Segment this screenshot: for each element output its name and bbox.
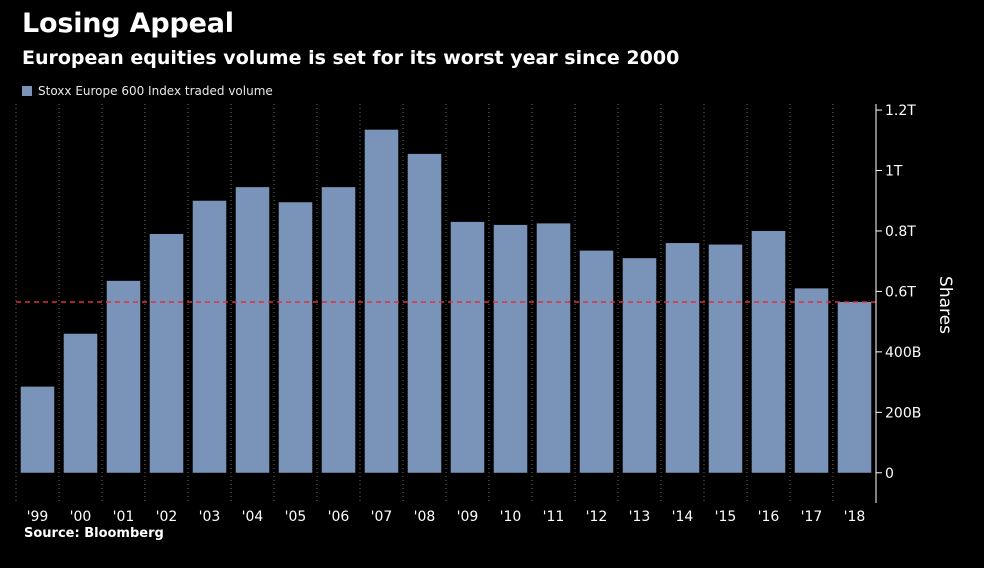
x-tick-label: '08 [414, 509, 436, 525]
bar [708, 244, 743, 473]
bar [751, 230, 786, 473]
y-tick-label: 0.8T [885, 224, 916, 240]
x-tick-label: '15 [715, 509, 737, 525]
bar [837, 301, 872, 473]
x-tick-label: '99 [27, 509, 49, 525]
x-tick-label: '09 [457, 509, 479, 525]
source-note: Source: Bloomberg [24, 526, 164, 541]
x-tick-label: '10 [500, 509, 522, 525]
bar [278, 202, 313, 473]
x-tick-label: '01 [113, 509, 135, 525]
x-tick-label: '17 [801, 509, 823, 525]
x-tick-label: '11 [543, 509, 565, 525]
y-tick-label: 1T [885, 164, 903, 180]
bar [106, 280, 141, 473]
bar [20, 386, 55, 473]
y-tick-label: 0 [885, 466, 894, 482]
legend-label: Stoxx Europe 600 Index traded volume [38, 84, 273, 98]
bar [235, 187, 270, 473]
bar [579, 250, 614, 473]
x-tick-label: '14 [672, 509, 694, 525]
x-tick-label: '16 [758, 509, 780, 525]
legend: Stoxx Europe 600 Index traded volume [22, 84, 273, 98]
y-tick-label: 200B [885, 405, 921, 421]
y-tick-label: 0.6T [885, 284, 916, 300]
bar [493, 224, 528, 473]
x-tick-label: '00 [70, 509, 92, 525]
x-tick-label: '13 [629, 509, 651, 525]
bar [665, 243, 700, 473]
bar [364, 129, 399, 473]
bar [321, 187, 356, 473]
y-tick-label: 400B [885, 345, 921, 361]
x-tick-label: '05 [285, 509, 307, 525]
chart-title: Losing Appeal [22, 8, 234, 39]
bar [536, 223, 571, 473]
y-tick-label: 1.2T [885, 103, 916, 119]
chart-subtitle: European equities volume is set for its … [22, 47, 680, 69]
bar [149, 233, 184, 473]
y-axis-label: Shares [935, 276, 955, 334]
bar [622, 258, 657, 473]
x-tick-label: '06 [328, 509, 350, 525]
x-tick-label: '07 [371, 509, 393, 525]
x-tick-label: '03 [199, 509, 221, 525]
x-tick-label: '12 [586, 509, 608, 525]
legend-swatch [22, 86, 32, 96]
x-tick-label: '02 [156, 509, 178, 525]
bar [63, 333, 98, 473]
bar [794, 288, 829, 473]
x-tick-label: '04 [242, 509, 264, 525]
x-tick-label: '18 [844, 509, 866, 525]
bar [407, 153, 442, 473]
bar [450, 221, 485, 473]
bar [192, 200, 227, 473]
